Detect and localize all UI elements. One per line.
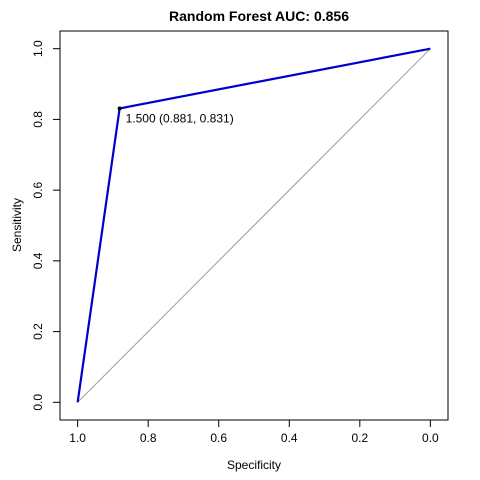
threshold-point [118,106,122,110]
y-tick-label: 1.0 [31,40,45,57]
y-axis-label: Sensitivity [10,198,24,252]
y-tick-label: 0.0 [31,394,45,411]
x-tick-label: 0.4 [281,431,298,445]
y-tick-label: 0.2 [31,323,45,340]
x-tick-label: 0.6 [210,431,227,445]
reference-diagonal-line [78,49,431,403]
x-axis-label: Specificity [227,458,281,472]
y-tick-label: 0.8 [31,111,45,128]
x-axis: 1.0 0.8 0.6 0.4 0.2 0.0 [69,420,439,445]
y-tick-label: 0.6 [31,181,45,198]
x-tick-label: 0.2 [351,431,368,445]
y-tick-label: 0.4 [31,252,45,269]
chart-title: Random Forest AUC: 0.856 [169,8,349,24]
plot-area: 1.500 (0.881, 0.831) [78,49,431,403]
y-axis: 0.0 0.2 0.4 0.6 0.8 1.0 [31,40,60,411]
threshold-annotation: 1.500 (0.881, 0.831) [126,111,234,125]
x-tick-label: 0.0 [422,431,439,445]
x-tick-label: 0.8 [140,431,157,445]
x-tick-label: 1.0 [69,431,86,445]
